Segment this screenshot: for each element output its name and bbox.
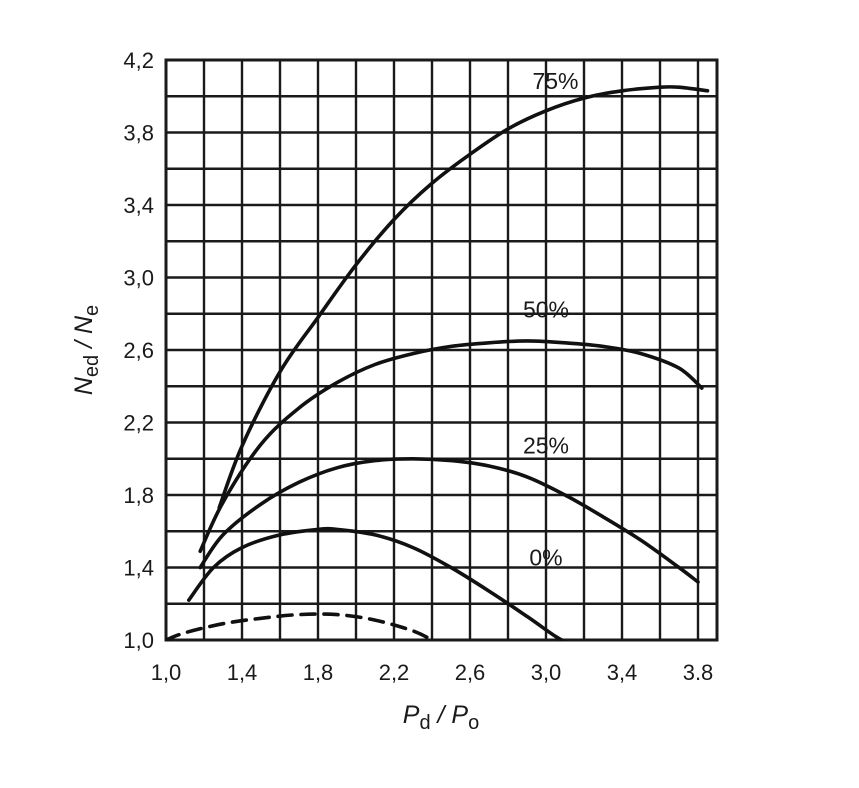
plot-frame <box>164 58 719 642</box>
x-tick-label: 2,6 <box>455 660 486 685</box>
series-labels: 75% 50% 25% 0% <box>523 68 579 571</box>
y-axis-label: Ned / Ne <box>70 305 103 395</box>
series-line-0-percent <box>187 526 568 641</box>
series-line-dashed-baseline <box>166 612 434 641</box>
y-tick-label: 3,4 <box>123 193 154 218</box>
x-tick-label: 1,0 <box>151 660 182 685</box>
y-tick-label: 2,2 <box>123 411 154 436</box>
y-tick-label: 1,8 <box>123 483 154 508</box>
y-tick-label: 1,0 <box>123 628 154 653</box>
x-tick-label: 1,8 <box>303 660 334 685</box>
y-tick-labels: 1,0 1,4 1,8 2,2 2,6 3,0 3,4 3,8 4,2 <box>123 48 154 653</box>
y-tick-label: 2,6 <box>123 338 154 363</box>
grid <box>166 60 717 640</box>
x-tick-labels: 1,0 1,4 1,8 2,2 2,6 3,0 3,4 3.8 <box>151 660 714 685</box>
y-tick-label: 4,2 <box>123 48 154 73</box>
series-label-75-percent: 75% <box>532 68 578 94</box>
y-tick-label: 3,8 <box>123 121 154 146</box>
x-tick-label: 2,2 <box>379 660 410 685</box>
x-tick-label: 3,4 <box>607 660 638 685</box>
y-tick-label: 1,4 <box>123 556 154 581</box>
series-line-50-percent <box>198 339 704 553</box>
x-tick-label: 3.8 <box>683 660 714 685</box>
series-label-0-percent: 0% <box>529 545 562 571</box>
series-label-25-percent: 25% <box>523 432 569 458</box>
series-line-25-percent <box>198 457 700 584</box>
x-tick-label: 1,4 <box>227 660 258 685</box>
series-layer <box>166 84 710 641</box>
y-tick-label: 3,0 <box>123 266 154 291</box>
series-line-75-percent <box>217 84 710 510</box>
x-axis-label: Pd / Po <box>403 701 479 734</box>
x-tick-label: 3,0 <box>531 660 562 685</box>
series-label-50-percent: 50% <box>523 296 569 322</box>
